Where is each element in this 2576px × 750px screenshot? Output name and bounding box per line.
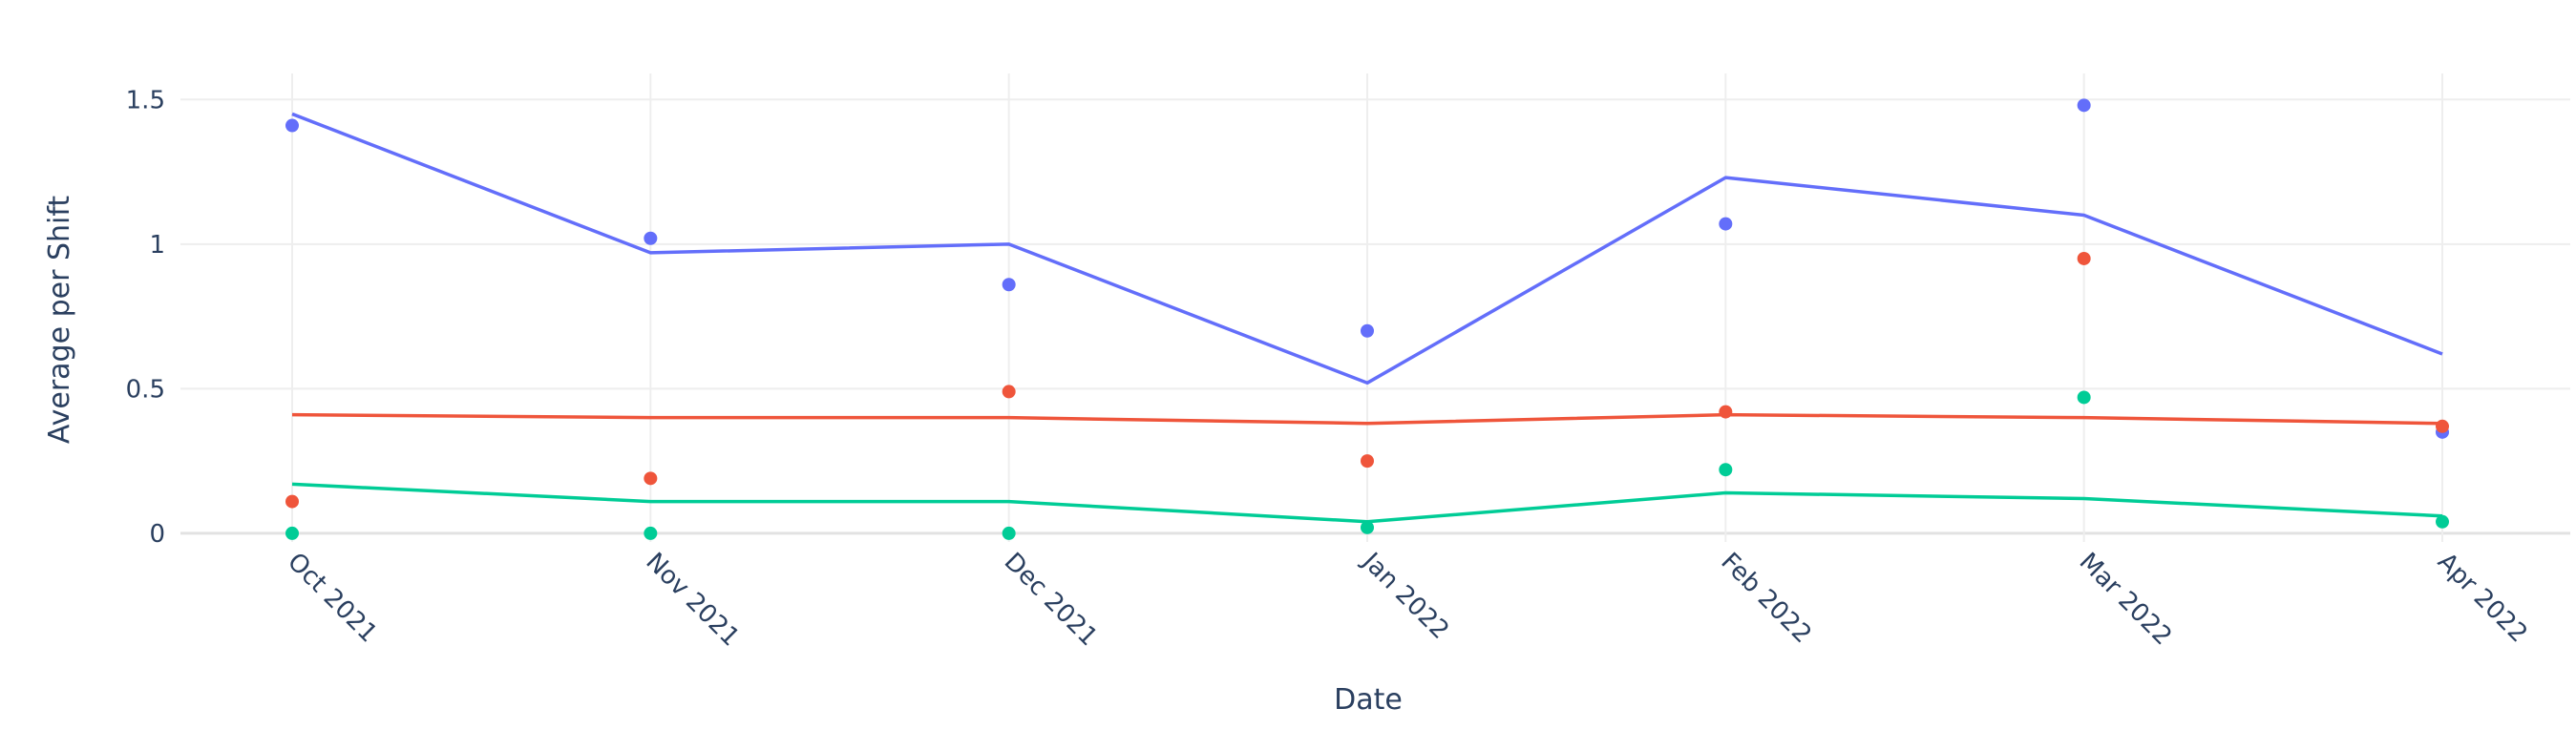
y-tick-label: 1 (149, 231, 165, 260)
data-point (2077, 251, 2091, 265)
data-point (2077, 390, 2091, 405)
data-point (285, 526, 299, 540)
data-point (1361, 520, 1374, 534)
data-point (1002, 385, 1016, 399)
y-tick-label: 0 (149, 520, 165, 549)
x-tick-label: Dec 2021 (999, 548, 1103, 652)
data-point (1002, 278, 1016, 292)
data-point (644, 471, 658, 486)
series-line (291, 112, 2443, 385)
y-axis-title: Average per Shift (43, 196, 76, 445)
data-point (1719, 463, 1733, 477)
data-point (1002, 526, 1016, 540)
data-point (1361, 323, 1374, 338)
data-point (1719, 405, 1733, 419)
x-tick-label: Nov 2021 (640, 548, 745, 653)
data-point (1719, 217, 1733, 231)
x-axis-title: Date (1334, 683, 1403, 717)
series-line (291, 412, 2443, 426)
data-point (644, 526, 658, 540)
data-point (2077, 98, 2091, 113)
x-tick-label: Apr 2022 (2432, 548, 2533, 649)
data-point (285, 118, 299, 133)
data-point (644, 231, 658, 245)
data-point (2436, 419, 2449, 433)
x-tick-label: Feb 2022 (1715, 548, 1816, 649)
data-point (285, 494, 299, 509)
data-point (1361, 454, 1374, 469)
y-tick-label: 1.5 (126, 86, 165, 115)
x-tick-label: Oct 2021 (282, 548, 383, 649)
x-tick-label: Mar 2022 (2074, 548, 2178, 652)
y-tick-label: 0.5 (126, 375, 165, 404)
x-tick-label: Jan 2022 (1356, 546, 1455, 645)
data-point (2436, 514, 2449, 529)
